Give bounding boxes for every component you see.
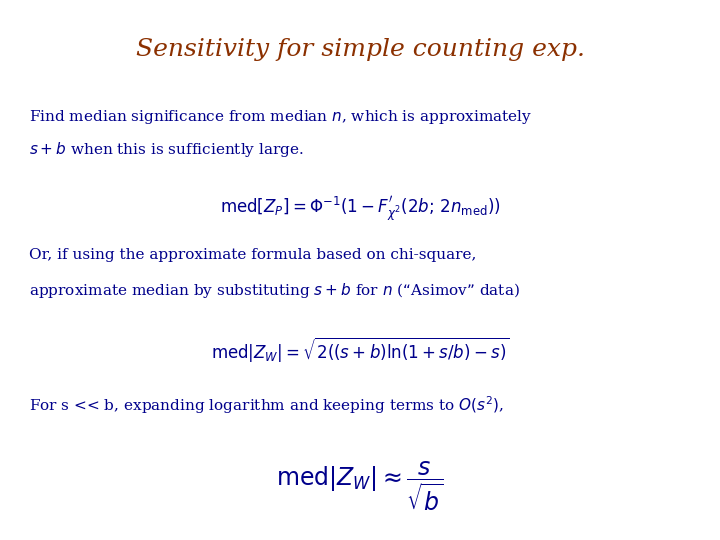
Text: $\mathrm{med}|Z_W| \approx \dfrac{s}{\sqrt{b}}$: $\mathrm{med}|Z_W| \approx \dfrac{s}{\sq… xyxy=(276,459,444,513)
Text: Sensitivity for simple counting exp.: Sensitivity for simple counting exp. xyxy=(135,38,585,61)
Text: Or, if using the approximate formula based on chi-square,: Or, if using the approximate formula bas… xyxy=(29,248,476,262)
Text: approximate median by substituting $s + b$ for $n$ (“Asimov” data): approximate median by substituting $s + … xyxy=(29,281,520,300)
Text: For s << b, expanding logarithm and keeping terms to $O(s^2)$,: For s << b, expanding logarithm and keep… xyxy=(29,394,504,416)
Text: Find median significance from median $n$, which is approximately: Find median significance from median $n$… xyxy=(29,108,532,126)
Text: $\mathrm{med}[Z_P] = \Phi^{-1}(1 - F^{\prime}_{\chi^2}(2b;\,2n_{\mathrm{med}}))$: $\mathrm{med}[Z_P] = \Phi^{-1}(1 - F^{\p… xyxy=(220,194,500,222)
Text: $s + b$ when this is sufficiently large.: $s + b$ when this is sufficiently large. xyxy=(29,140,304,159)
Text: $\mathrm{med}|Z_W| = \sqrt{2\left((s+b)\ln(1+s/b) - s\right)}$: $\mathrm{med}|Z_W| = \sqrt{2\left((s+b)\… xyxy=(211,335,509,364)
